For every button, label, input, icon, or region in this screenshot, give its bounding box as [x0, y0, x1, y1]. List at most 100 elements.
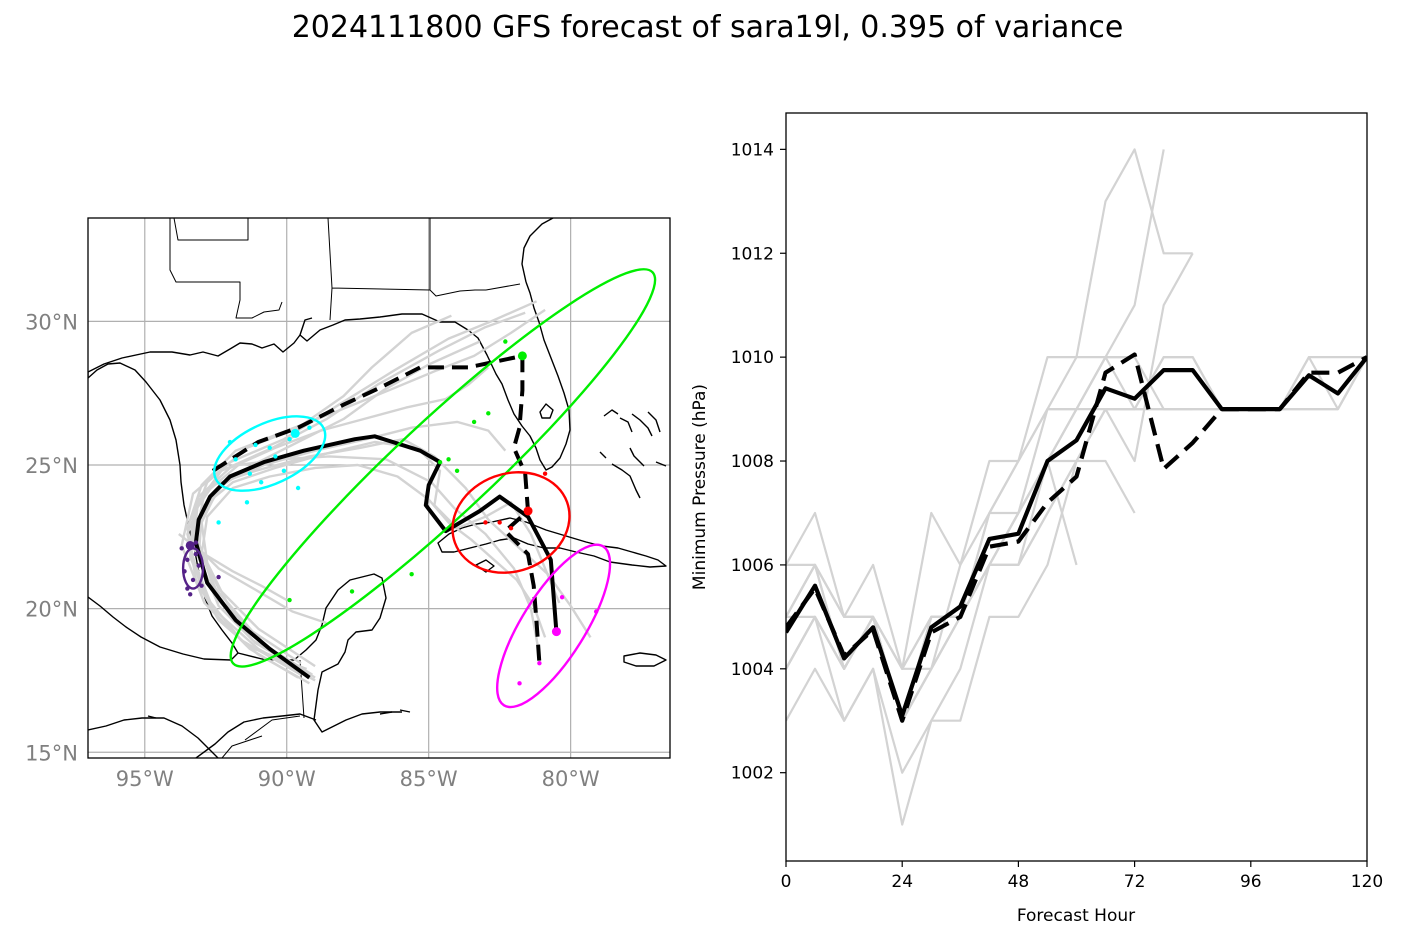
cluster-anchor-point [551, 627, 561, 637]
cluster-point [185, 557, 190, 563]
cluster-point [258, 480, 264, 485]
map-frame [87, 217, 671, 759]
yucatan-coastline [237, 573, 402, 733]
cluster-ellipse [495, 543, 612, 709]
cluster-ellipse [229, 268, 657, 668]
small-islands [147, 709, 411, 719]
state-borders [169, 218, 521, 321]
cluster-point [537, 661, 542, 666]
cluster-point [227, 439, 233, 445]
y-tick-label: 1002 [731, 764, 774, 784]
cluster-point [409, 571, 414, 577]
cluster-point [216, 574, 221, 580]
louisiana-coastline [88, 281, 571, 471]
cluster-point [247, 471, 253, 476]
cluster-point [517, 681, 522, 686]
cluster-point [193, 540, 199, 545]
cluster-point [188, 592, 193, 597]
ensemble-track [194, 455, 541, 665]
x-tick-label: 24 [891, 872, 913, 892]
y-tick-label: 1010 [731, 348, 774, 368]
bahamas-islands [599, 409, 667, 499]
cluster-point [216, 520, 221, 525]
cluster-point [503, 339, 508, 344]
cluster-point [233, 457, 238, 462]
atlantic-coastline [521, 218, 554, 283]
cluster-anchor-point [290, 428, 300, 438]
pressure-lines [786, 148, 1367, 826]
pressure-frame [785, 112, 1368, 862]
cluster-point [486, 411, 491, 416]
pressure-x-label: Forecast Hour [1017, 906, 1135, 926]
cluster-point [244, 500, 250, 505]
cluster-point [199, 583, 204, 588]
cluster-point [349, 589, 355, 594]
y-tick-label: 1012 [731, 244, 774, 264]
cluster-point [287, 436, 292, 442]
mobile-bay [299, 317, 313, 336]
y-tick-label: 1014 [731, 140, 774, 160]
x-tick-label: 72 [1124, 872, 1146, 892]
cluster-point [307, 425, 312, 430]
cluster-anchor-point [523, 506, 533, 516]
cluster-point [287, 597, 292, 603]
ensemble-pressure-line [786, 356, 1367, 670]
cluster-point [559, 594, 565, 600]
x-tick-label: 120 [1351, 872, 1383, 892]
cluster-anchor-point [185, 540, 195, 550]
coastlines [88, 218, 667, 758]
cluster-point [446, 457, 451, 462]
ensemble-track [186, 314, 452, 676]
lon-tick-label: 80°W [542, 767, 600, 791]
lat-tick-label: 30°N [25, 310, 78, 334]
cluster-ellipse [212, 415, 327, 492]
cluster-point [437, 459, 443, 465]
cluster-point [295, 485, 301, 491]
cluster-anchor-point [517, 351, 527, 361]
pacific-coast [88, 717, 219, 758]
lon-tick-label: 85°W [400, 767, 458, 791]
lon-tick-label: 95°W [116, 767, 174, 791]
cuba-coastline [437, 517, 667, 568]
x-tick-label: 48 [1008, 872, 1030, 892]
cluster-point [185, 586, 190, 591]
cluster-point [508, 526, 514, 531]
ensemble-pressure-line [786, 356, 1367, 722]
cluster-point [190, 577, 196, 583]
cluster-point [182, 569, 187, 574]
cluster-point [593, 609, 599, 614]
y-tick-label: 1004 [731, 660, 774, 680]
ensemble-pressure-line [786, 356, 1367, 722]
ensemble-pressure-line [786, 149, 1165, 722]
lat-tick-label: 20°N [25, 598, 78, 622]
cluster-point [253, 442, 258, 448]
lat-tick-label: 15°N [25, 741, 78, 765]
cluster-point [281, 468, 287, 473]
y-tick-label: 1006 [731, 556, 774, 576]
ensemble-track [189, 538, 327, 625]
cluster-point [267, 445, 272, 450]
cluster-point [179, 546, 184, 551]
main-track-dashed [211, 353, 542, 664]
cluster-point [471, 419, 477, 425]
cluster-point [193, 551, 199, 557]
pressure-line-solid [786, 355, 1367, 718]
ensemble-pressure-line [786, 356, 1367, 722]
jamaica-coastline [623, 652, 667, 667]
figure-title: 2024111800 GFS forecast of sara19l, 0.39… [291, 10, 1124, 45]
central-america-coast [195, 713, 317, 758]
lon-tick-label: 90°W [258, 767, 316, 791]
map-axis-labels: 95°W 90°W 85°W 80°W 15°N 20°N 25°N 30°N [25, 310, 600, 791]
ensemble-pressure-line [786, 459, 1078, 722]
x-tick-label: 96 [1240, 872, 1262, 892]
cluster-point [497, 520, 502, 525]
cluster-point [454, 468, 460, 473]
ensemble-track [197, 420, 507, 673]
pressure-axis-ticks: 0 24 48 72 96 120 1002 1004 1006 1008 1010 1012 1014 [731, 140, 1383, 892]
lat-tick-label: 25°N [25, 454, 78, 478]
cluster-point [483, 520, 488, 525]
x-tick-label: 0 [781, 872, 792, 892]
pressure-y-label: Minimum Pressure (hPa) [690, 384, 710, 590]
